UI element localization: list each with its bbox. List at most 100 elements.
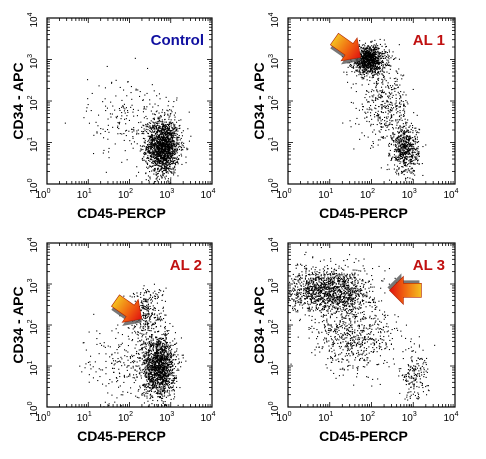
event-dot [160, 338, 162, 340]
event-dot [386, 135, 388, 137]
event-dot [379, 55, 381, 57]
event-dot [151, 366, 153, 368]
event-dot [152, 365, 154, 367]
event-dot [155, 174, 157, 176]
event-dot [377, 72, 379, 74]
event-dot [136, 396, 138, 398]
event-dot [169, 165, 171, 167]
event-dot [368, 56, 370, 58]
event-dot [132, 136, 134, 138]
event-dot [171, 142, 173, 144]
event-dot [175, 149, 177, 151]
event-dot [166, 130, 168, 132]
event-dot [151, 154, 153, 156]
event-dot [177, 130, 179, 132]
event-dot [151, 337, 153, 339]
event-dot [374, 48, 376, 50]
event-dot [398, 167, 400, 169]
event-dot [172, 167, 174, 169]
event-dot [171, 135, 173, 137]
event-dot [146, 131, 148, 133]
event-dot [364, 111, 366, 113]
event-dot [161, 380, 163, 382]
event-dot [390, 136, 392, 138]
event-dot [172, 143, 174, 145]
event-dot [153, 152, 155, 154]
event-dot [362, 55, 364, 57]
event-dot [377, 91, 379, 93]
event-dot [400, 96, 402, 98]
event-dot [158, 119, 160, 121]
event-dot [146, 144, 148, 146]
event-dot [374, 55, 376, 57]
event-dot [375, 56, 377, 58]
event-dot [407, 163, 409, 165]
event-dot [104, 130, 106, 132]
event-dot [360, 49, 362, 51]
event-dot [410, 160, 412, 162]
event-dot [374, 39, 376, 41]
event-dot [150, 387, 152, 389]
event-dot [404, 145, 406, 147]
event-dot [159, 355, 161, 357]
event-dot [378, 77, 380, 79]
event-dot [143, 106, 145, 108]
event-dot [164, 121, 166, 123]
event-dot [166, 133, 168, 135]
event-dot [108, 131, 110, 133]
event-dot [378, 117, 380, 119]
event-dot [387, 54, 389, 56]
event-dot [364, 117, 366, 119]
event-dot [370, 66, 372, 68]
event-dot [139, 145, 141, 147]
event-dot [373, 82, 375, 84]
event-dot [160, 145, 162, 147]
event-dot [174, 130, 176, 132]
event-dot [403, 150, 405, 152]
event-dot [147, 123, 149, 125]
event-dot [363, 61, 365, 63]
event-dot [170, 363, 172, 365]
event-dot [183, 146, 185, 148]
event-dot [161, 405, 163, 407]
event-dot [383, 57, 385, 59]
event-dot [391, 116, 393, 118]
event-dot [165, 361, 167, 363]
event-dot [153, 90, 155, 92]
event-dot [148, 341, 150, 343]
x-tick-label: 104 [200, 411, 215, 424]
event-dot [376, 57, 378, 59]
event-dot [145, 128, 147, 130]
event-dot [410, 122, 412, 124]
event-dot [370, 52, 372, 54]
event-dot [159, 120, 161, 122]
event-dot [365, 47, 367, 49]
event-dot [171, 152, 173, 154]
event-dot [172, 150, 174, 152]
event-dot [173, 135, 175, 137]
event-dot [374, 50, 376, 52]
event-dot [176, 152, 178, 154]
event-dot [359, 71, 361, 73]
event-dot [412, 162, 414, 164]
event-dot [368, 69, 370, 71]
event-dot [164, 159, 166, 161]
event-dot [382, 79, 384, 81]
event-dot [363, 135, 365, 137]
event-dot [152, 106, 154, 108]
event-dot [178, 158, 180, 160]
event-dot [347, 66, 349, 68]
event-dot [165, 145, 167, 147]
event-dot [409, 162, 411, 164]
event-dot [125, 135, 127, 137]
event-dot [406, 148, 408, 150]
event-dot [144, 369, 146, 371]
event-dot [408, 169, 410, 171]
event-dot [364, 53, 366, 55]
event-dot [114, 143, 116, 145]
event-dot [160, 116, 162, 118]
event-dot [368, 66, 370, 68]
event-dot [418, 128, 420, 130]
event-dot [382, 56, 384, 58]
event-dot [158, 165, 160, 167]
